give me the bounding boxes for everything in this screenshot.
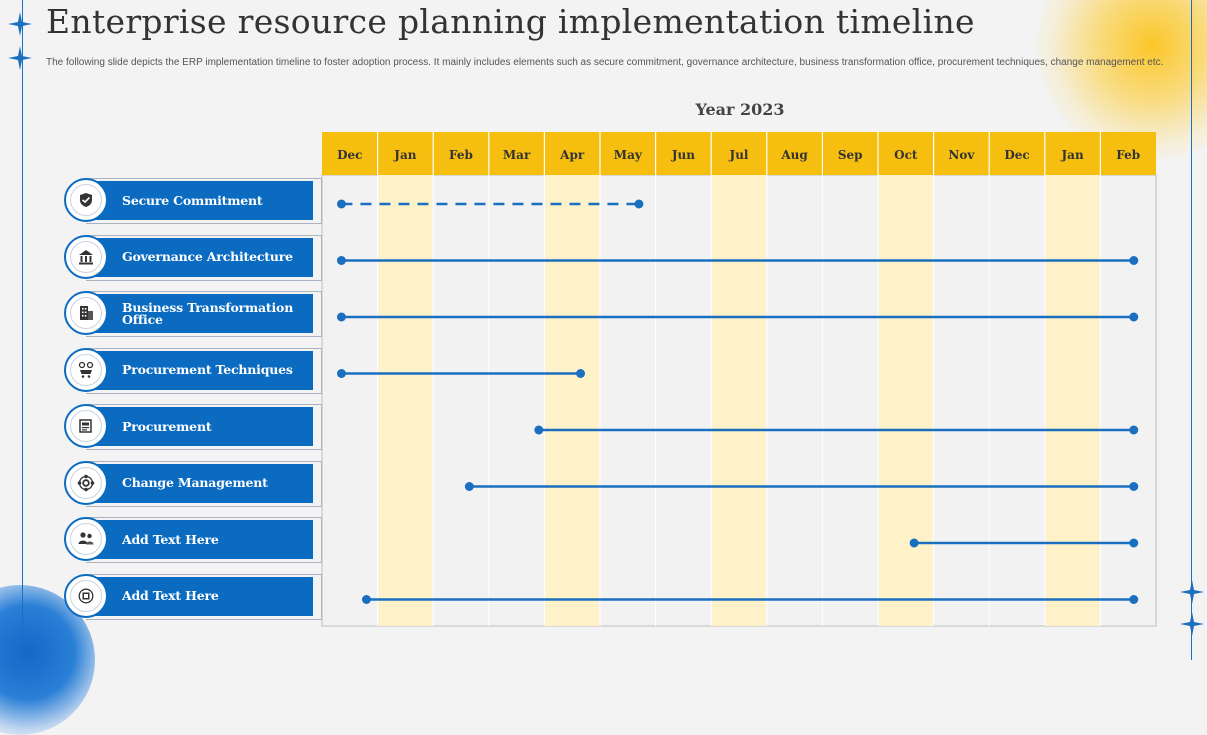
task-icon-badge	[64, 291, 108, 335]
timeline-end-dot	[1129, 482, 1139, 491]
month-label-nov: Nov	[948, 148, 975, 162]
month-label-oct: Oct	[894, 148, 918, 162]
month-label-aug: Aug	[780, 148, 808, 162]
task-label-bar: Governance Architecture	[94, 237, 313, 277]
month-label-jan: Jan	[1061, 148, 1084, 162]
row-connector	[86, 347, 322, 394]
task-label-bar: Change Management	[94, 463, 313, 503]
task-label-bar: Add Text Here	[94, 576, 313, 616]
task-label: Business Transformation Office	[122, 299, 294, 327]
timeline-start-dot	[336, 369, 346, 378]
month-label-jan: Jan	[393, 148, 416, 162]
row-connector	[86, 517, 322, 563]
task-label-bar: Business Transformation Office	[94, 294, 313, 333]
highlight-column	[1045, 175, 1100, 626]
task-label-bar: Procurement Techniques	[94, 350, 313, 390]
month-label-may: May	[614, 148, 643, 162]
month-label-sep: Sep	[838, 148, 863, 162]
timeline-end-dot	[1129, 256, 1139, 265]
task-label-bar: Add Text Here	[94, 520, 313, 559]
row-connector	[86, 573, 322, 620]
row-connector	[86, 460, 322, 507]
task-label: Change Management	[122, 475, 268, 490]
task-icon-badge	[64, 347, 108, 392]
task-row: Business Transformation Office	[64, 291, 322, 337]
task-icon-badge	[64, 460, 108, 505]
erp-icon	[78, 588, 94, 603]
timeline-end-dot	[1129, 538, 1139, 548]
building-people-icon	[79, 249, 93, 264]
timeline-end-dot	[1129, 595, 1139, 604]
highlight-column	[879, 175, 933, 626]
task-icon-badge	[64, 573, 108, 618]
highlight-column	[378, 175, 433, 626]
task-icon-badge	[64, 404, 108, 448]
year-label: Year 2023	[695, 100, 785, 119]
left-border-line	[22, 0, 23, 660]
sparkle-icon	[8, 12, 32, 36]
right-border-line	[1191, 0, 1192, 660]
row-connector	[86, 291, 322, 337]
sparkle-icon	[8, 46, 32, 70]
task-row: Add Text Here	[64, 573, 322, 620]
task-icon-badge	[64, 517, 108, 561]
task-label: Governance Architecture	[122, 249, 293, 264]
timeline-start-dot	[336, 256, 346, 265]
page-subtitle: The following slide depicts the ERP impl…	[46, 57, 1164, 68]
task-label-bar: Secure Commitment	[94, 181, 313, 220]
highlight-column	[712, 175, 766, 626]
task-label: Procurement	[122, 418, 212, 434]
timeline-start-dot	[361, 595, 371, 604]
page-title: Enterprise resource planning implementat…	[46, 2, 975, 41]
timeline-grid: Dec Jan Feb Mar Apr May Jun Jul Aug Sep Oct Nov Dec J…	[321, 132, 1157, 627]
row-connector	[86, 234, 322, 281]
task-row: Secure Commitment	[64, 178, 322, 224]
task-icon-badge	[64, 178, 108, 222]
timeline-start-dot	[336, 199, 346, 209]
month-label-jun: Jun	[671, 148, 695, 162]
month-header	[322, 132, 1156, 175]
timeline-start-dot	[909, 538, 919, 548]
task-label-bar: Procurement	[94, 407, 313, 446]
task-label: Add Text Here	[122, 588, 219, 603]
timeline-start-dot	[534, 425, 544, 435]
month-label-apr: Apr	[559, 148, 585, 162]
procurement-cart-icon	[78, 361, 94, 378]
timeline-end-dot	[634, 199, 644, 209]
timeline-start-dot	[464, 482, 474, 491]
month-label-dec: Dec	[1004, 148, 1029, 162]
team-icon	[78, 532, 94, 545]
task-row: Governance Architecture	[64, 234, 322, 281]
month-label-feb: Feb	[1116, 148, 1140, 162]
handshake-shield-icon	[80, 193, 92, 207]
month-label-mar: Mar	[503, 148, 531, 162]
month-label-dec: Dec	[337, 148, 362, 162]
task-label: Secure Commitment	[122, 192, 263, 208]
task-label: Procurement Techniques	[122, 362, 293, 377]
month-label-feb: Feb	[449, 148, 473, 162]
row-connector	[86, 178, 322, 224]
task-row: Procurement	[64, 404, 322, 450]
sparkle-icon	[1180, 612, 1204, 636]
task-row: Procurement Techniques	[64, 347, 322, 394]
row-connector	[86, 404, 322, 450]
document-icon	[79, 419, 92, 433]
task-icon-badge	[64, 234, 108, 279]
highlight-column	[545, 175, 599, 626]
sparkle-icon	[1180, 580, 1204, 604]
task-row: Add Text Here	[64, 517, 322, 563]
task-label: Add Text Here	[122, 531, 219, 547]
task-row: Change Management	[64, 460, 322, 507]
timeline-end-dot	[576, 369, 586, 378]
timeline-start-dot	[336, 312, 346, 322]
timeline-end-dot	[1129, 312, 1139, 322]
month-label-jul: Jul	[729, 148, 749, 162]
office-building-icon	[80, 306, 93, 320]
timeline-end-dot	[1129, 425, 1139, 435]
gear-cycle-icon	[77, 474, 95, 491]
